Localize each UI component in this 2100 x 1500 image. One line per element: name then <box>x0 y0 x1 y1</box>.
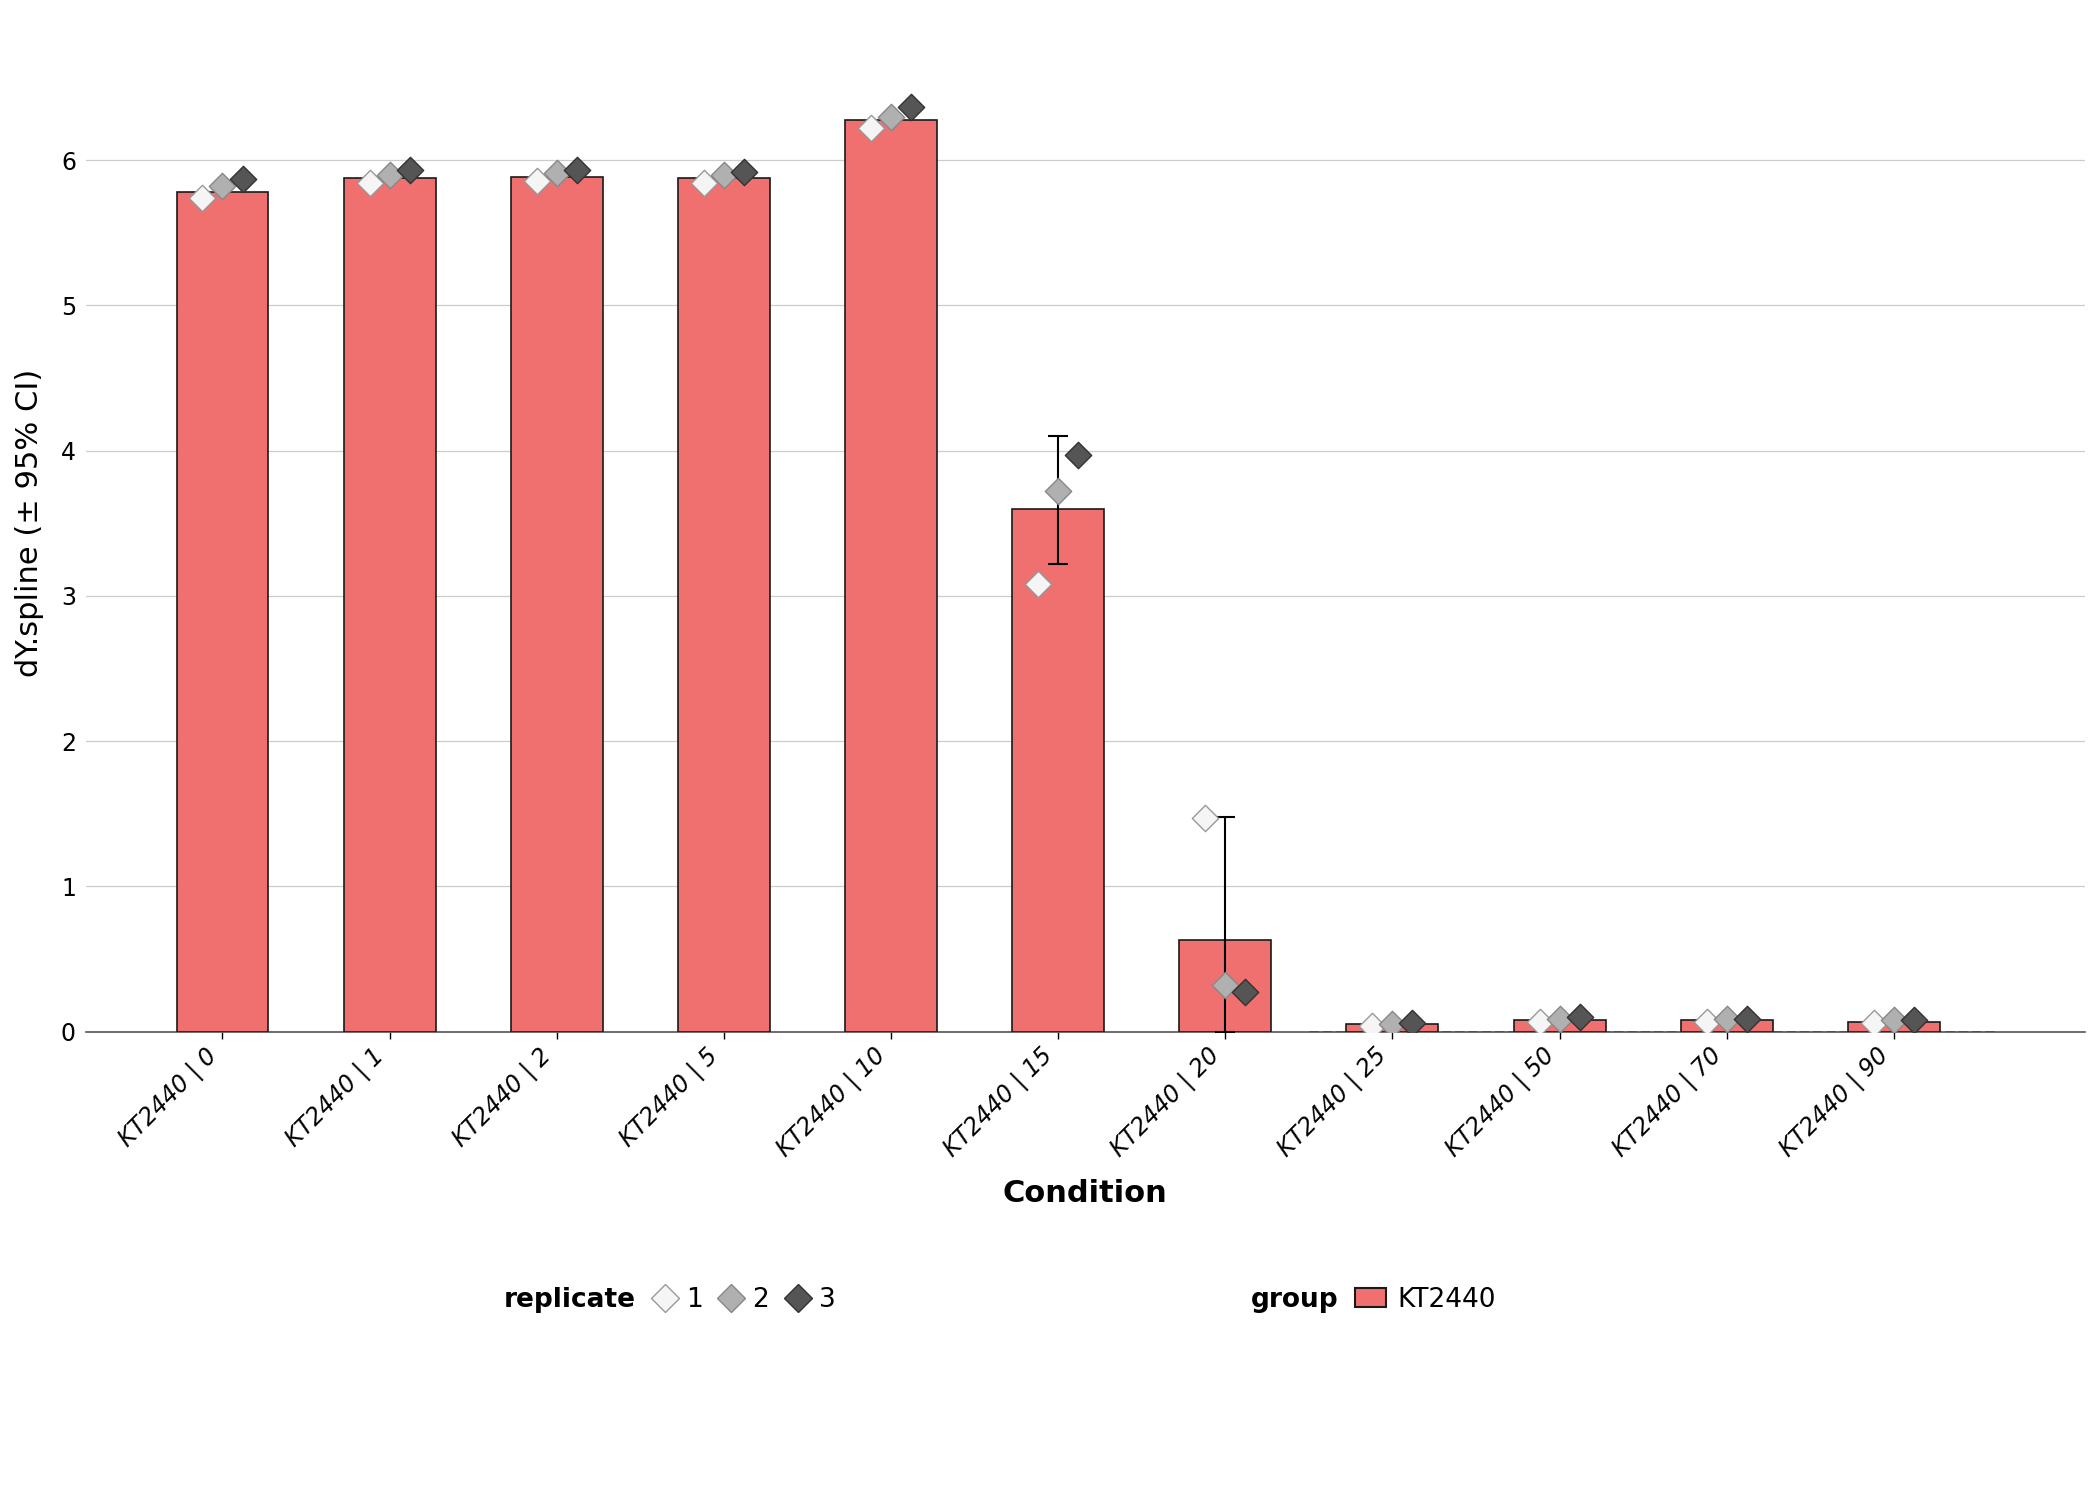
Point <box>687 171 720 195</box>
Bar <box>1848 1022 1940 1032</box>
Bar <box>844 120 937 1032</box>
Point <box>855 117 888 141</box>
Bar <box>510 177 603 1032</box>
Point <box>1896 1008 1930 1032</box>
Point <box>895 94 928 118</box>
Bar <box>1012 509 1105 1032</box>
Y-axis label: dY.spline (± 95% CI): dY.spline (± 95% CI) <box>15 369 44 678</box>
Bar <box>1180 940 1270 1032</box>
Bar <box>344 178 435 1032</box>
Bar <box>1346 1024 1439 1032</box>
Point <box>1376 1013 1409 1036</box>
X-axis label: Condition: Condition <box>1004 1179 1168 1208</box>
Bar <box>1680 1020 1772 1032</box>
Point <box>727 160 760 184</box>
Point <box>185 186 218 210</box>
Bar <box>1514 1020 1606 1032</box>
Point <box>561 159 594 183</box>
Bar <box>678 178 771 1032</box>
Point <box>1544 1007 1577 1031</box>
Point <box>1396 1011 1430 1035</box>
Point <box>374 164 407 188</box>
Point <box>1357 1014 1390 1038</box>
Point <box>1189 806 1222 830</box>
Point <box>540 162 573 186</box>
Point <box>1709 1007 1743 1031</box>
Point <box>1730 1007 1764 1031</box>
Point <box>1522 1010 1556 1034</box>
Point <box>1877 1008 1911 1032</box>
Point <box>206 174 239 198</box>
Point <box>1042 480 1075 504</box>
Point <box>521 168 554 192</box>
Point <box>708 164 741 188</box>
Point <box>1690 1010 1724 1034</box>
Bar <box>176 192 269 1032</box>
Legend: group, KT2440: group, KT2440 <box>1199 1276 1506 1323</box>
Point <box>225 166 258 190</box>
Point <box>1208 974 1241 998</box>
Point <box>1228 981 1262 1005</box>
Point <box>1856 1011 1890 1035</box>
Point <box>1060 442 1094 466</box>
Point <box>1562 1005 1596 1029</box>
Point <box>393 159 426 183</box>
Point <box>1021 573 1054 597</box>
Point <box>874 105 907 129</box>
Point <box>353 171 386 195</box>
